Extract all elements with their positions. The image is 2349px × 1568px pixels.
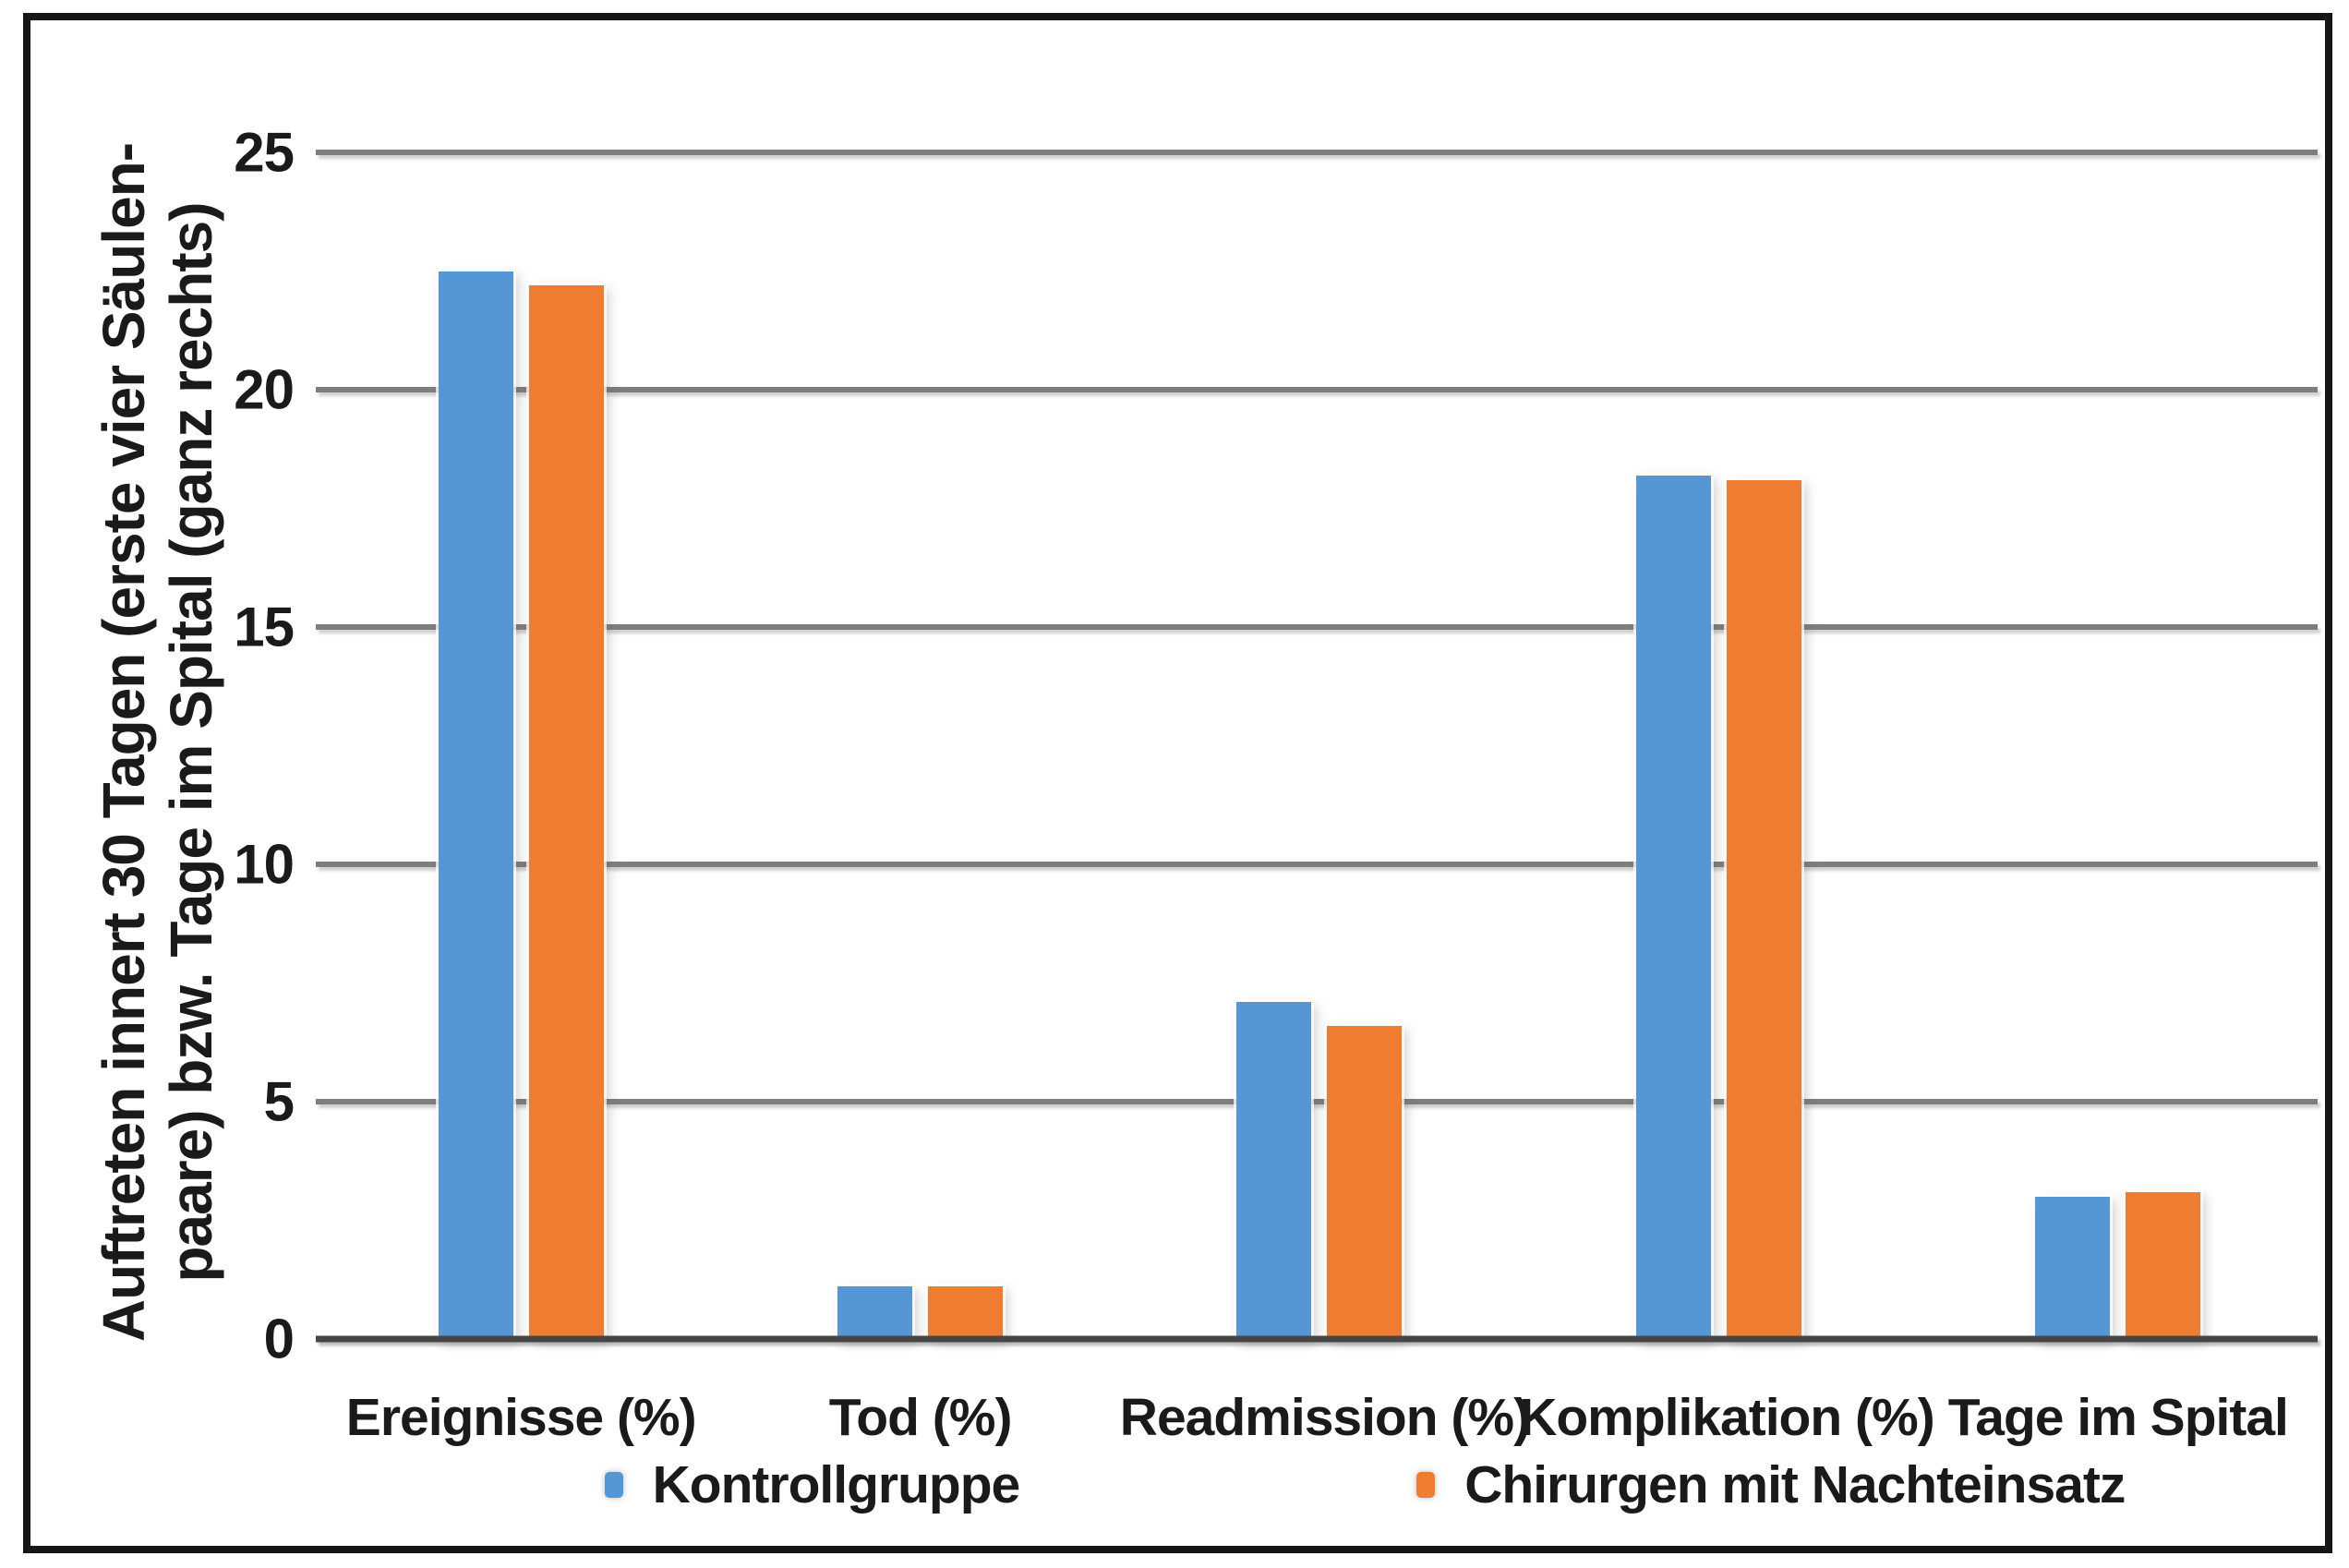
legend-swatch	[1416, 1472, 1436, 1498]
bar-kontrollgruppe	[438, 271, 513, 1339]
y-axis-title-line1: Auftreten innert 30 Tagen (erste vier Sä…	[90, 142, 158, 1343]
legend-label: Kontrollgruppe	[652, 1455, 1021, 1514]
bar-kontrollgruppe	[1236, 1002, 1312, 1339]
bar-group-5	[1919, 152, 2318, 1339]
legend-label: Chirurgen mit Nachteinsatz	[1464, 1455, 2126, 1514]
bar-kontrollgruppe	[2035, 1196, 2111, 1339]
x-category-label-2: Tod (%)	[828, 1388, 1013, 1447]
gridline-10	[316, 862, 2318, 867]
bar-chirurgen-mit-nachteinsatz	[1726, 479, 1801, 1339]
bar-chirurgen-mit-nachteinsatz	[1327, 1025, 1403, 1339]
y-tick-label-25: 25	[234, 121, 295, 184]
x-category-label-1: Ereignisse (%)	[345, 1388, 697, 1447]
bar-group-4	[1519, 152, 1918, 1339]
gridline-20	[316, 387, 2318, 392]
bar-chirurgen-mit-nachteinsatz	[528, 284, 604, 1339]
legend-item-kontrollgruppe: Kontrollgruppe	[604, 1454, 1021, 1515]
x-axis-baseline	[316, 1335, 2318, 1343]
bar-group-3	[1120, 152, 1519, 1339]
y-axis-title: Auftreten innert 30 Tagen (erste vier Sä…	[90, 22, 225, 1463]
gridline-25	[316, 150, 2318, 155]
y-tick-label-10: 10	[234, 833, 295, 896]
legend: Kontrollgruppe Chirurgen mit Nachteinsatz	[321, 1454, 2349, 1515]
y-tick-label-15: 15	[234, 596, 295, 658]
x-category-label-4: Komplikation (%)	[1519, 1388, 1935, 1447]
bar-kontrollgruppe	[1635, 475, 1711, 1339]
legend-swatch	[604, 1472, 623, 1498]
bar-group-1	[321, 152, 720, 1339]
chart-outer-frame: Auftreten innert 30 Tagen (erste vier Sä…	[23, 13, 2332, 1553]
y-tick-label-20: 20	[234, 358, 295, 421]
plot-area: 0 5 10 15 20 25 Ereignisse (%) Tod (%) Readmissi…	[234, 122, 2318, 1447]
x-category-label-3: Readmission (%)	[1119, 1388, 1531, 1447]
y-tick-label-5: 5	[263, 1070, 295, 1133]
bar-chirurgen-mit-nachteinsatz	[2126, 1191, 2201, 1339]
y-axis-title-line2: paare) bzw. Tage im Spital (ganz rechts)	[158, 202, 224, 1283]
legend-item-chirurgen-mit-nachteinsatz: Chirurgen mit Nachteinsatz	[1416, 1454, 2126, 1515]
bar-kontrollgruppe	[837, 1286, 913, 1339]
gridline-5	[316, 1099, 2318, 1104]
x-category-label-5: Tage im Spital	[1947, 1388, 2289, 1447]
y-tick-label-0: 0	[263, 1308, 295, 1370]
bar-group-2	[720, 152, 1119, 1339]
bar-chirurgen-mit-nachteinsatz	[928, 1286, 1004, 1339]
gridline-15	[316, 624, 2318, 630]
